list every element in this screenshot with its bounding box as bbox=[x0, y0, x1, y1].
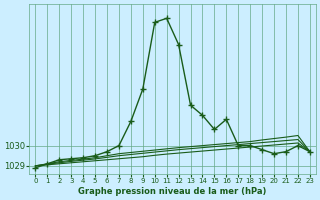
X-axis label: Graphe pression niveau de la mer (hPa): Graphe pression niveau de la mer (hPa) bbox=[78, 187, 267, 196]
